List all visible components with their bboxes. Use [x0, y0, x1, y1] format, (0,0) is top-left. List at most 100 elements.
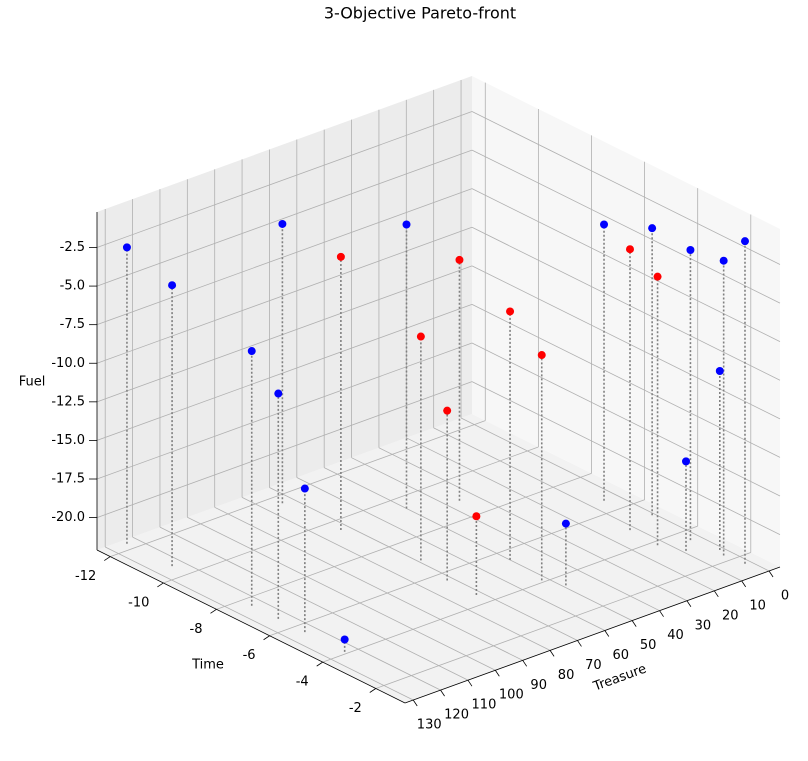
grid-line: [96, 381, 473, 518]
x-tick-label: 110: [472, 698, 497, 713]
x-tick-label: 40: [667, 628, 684, 643]
x-tick-label: 10: [749, 598, 766, 613]
grid-line: [241, 497, 551, 651]
grid-line: [96, 111, 473, 248]
pane: [472, 76, 780, 567]
x-tick-label: 50: [640, 638, 657, 653]
point: [600, 220, 609, 229]
point: [340, 635, 349, 644]
point: [506, 307, 515, 316]
y-tick-label: -4: [296, 675, 309, 690]
y-axis-label: Time: [191, 658, 224, 673]
grid-line: [406, 437, 715, 592]
x-tick-label: 120: [444, 708, 469, 723]
tick-mark: [412, 699, 418, 707]
grid-line: [375, 552, 751, 689]
grid-line: [296, 477, 605, 631]
x-tick-label: 0: [781, 588, 789, 603]
pane: [97, 414, 780, 703]
tick-mark: [631, 620, 637, 627]
grid-line: [163, 446, 539, 584]
point: [653, 272, 662, 281]
point: [625, 245, 634, 254]
tick-mark: [157, 582, 164, 588]
tick-mark: [263, 635, 270, 641]
tick-mark: [686, 600, 692, 607]
point: [402, 220, 411, 229]
tick-mark: [768, 570, 774, 578]
point: [122, 243, 131, 252]
point: [274, 389, 283, 398]
x-tick-label: 130: [417, 718, 442, 733]
point: [472, 512, 481, 521]
pane: [97, 76, 472, 550]
grid-line: [433, 427, 742, 582]
grid-line: [269, 499, 645, 637]
point: [561, 519, 570, 528]
tick-mark: [369, 688, 377, 693]
grid-line: [471, 342, 781, 497]
grid-line: [132, 536, 441, 691]
grid-line: [105, 546, 414, 701]
grid-line: [471, 265, 781, 420]
axis-line: [404, 566, 781, 704]
z-tick-label: -17.5: [51, 472, 85, 487]
grid-line: [96, 342, 473, 480]
grid-line: [159, 526, 469, 681]
grid-line: [322, 525, 698, 663]
x-tick-label: 90: [530, 678, 547, 693]
tick-mark: [316, 661, 323, 667]
tick-mark: [577, 640, 582, 647]
x-tick-label: 80: [558, 668, 575, 683]
grid-line: [471, 304, 781, 458]
point: [455, 255, 464, 264]
grid-line: [351, 457, 660, 612]
tick-mark: [210, 609, 217, 614]
tick-mark: [659, 610, 664, 617]
chart-title: 3-Objective Pareto-front: [324, 4, 516, 23]
z-tick-label: -2.5: [60, 240, 85, 255]
z-tick-label: -7.5: [60, 317, 85, 332]
grid-line: [471, 111, 781, 265]
grid-line: [96, 226, 473, 364]
tick-mark: [104, 556, 111, 561]
grid-line: [471, 188, 781, 343]
grid-line: [471, 381, 781, 535]
grid-line: [378, 447, 688, 602]
grid-line: [324, 467, 633, 621]
point: [443, 406, 452, 415]
z-tick-label: -20.0: [51, 510, 85, 525]
grid-line: [214, 506, 523, 661]
grid-line: [471, 149, 781, 304]
tick-mark: [494, 670, 500, 677]
x-tick-label: 100: [499, 688, 524, 703]
tick-mark: [522, 660, 528, 667]
point: [336, 252, 345, 261]
point: [300, 484, 309, 493]
z-tick-label: -5.0: [60, 279, 85, 294]
point: [740, 237, 749, 246]
z-tick-label: -12.5: [51, 394, 85, 409]
y-tick-label: -2: [349, 701, 362, 716]
z-axis-label: Fuel: [19, 375, 46, 390]
y-tick-label: -12: [75, 569, 96, 584]
point: [715, 367, 724, 376]
x-tick-label: 60: [613, 648, 630, 663]
grid-line: [460, 417, 770, 572]
axis-line: [96, 549, 406, 704]
point: [416, 332, 425, 341]
tick-mark: [549, 650, 555, 657]
point: [682, 457, 691, 466]
point: [168, 281, 177, 290]
y-tick-label: -6: [243, 648, 256, 663]
tick-mark: [604, 630, 610, 637]
z-tick-label: -15.0: [51, 433, 85, 448]
point: [278, 219, 287, 228]
grid-line: [187, 516, 496, 671]
grid-line: [269, 487, 578, 641]
y-tick-label: -8: [190, 622, 203, 637]
point: [537, 351, 546, 360]
y-tick-label: -10: [128, 595, 149, 610]
tick-mark: [440, 689, 445, 697]
